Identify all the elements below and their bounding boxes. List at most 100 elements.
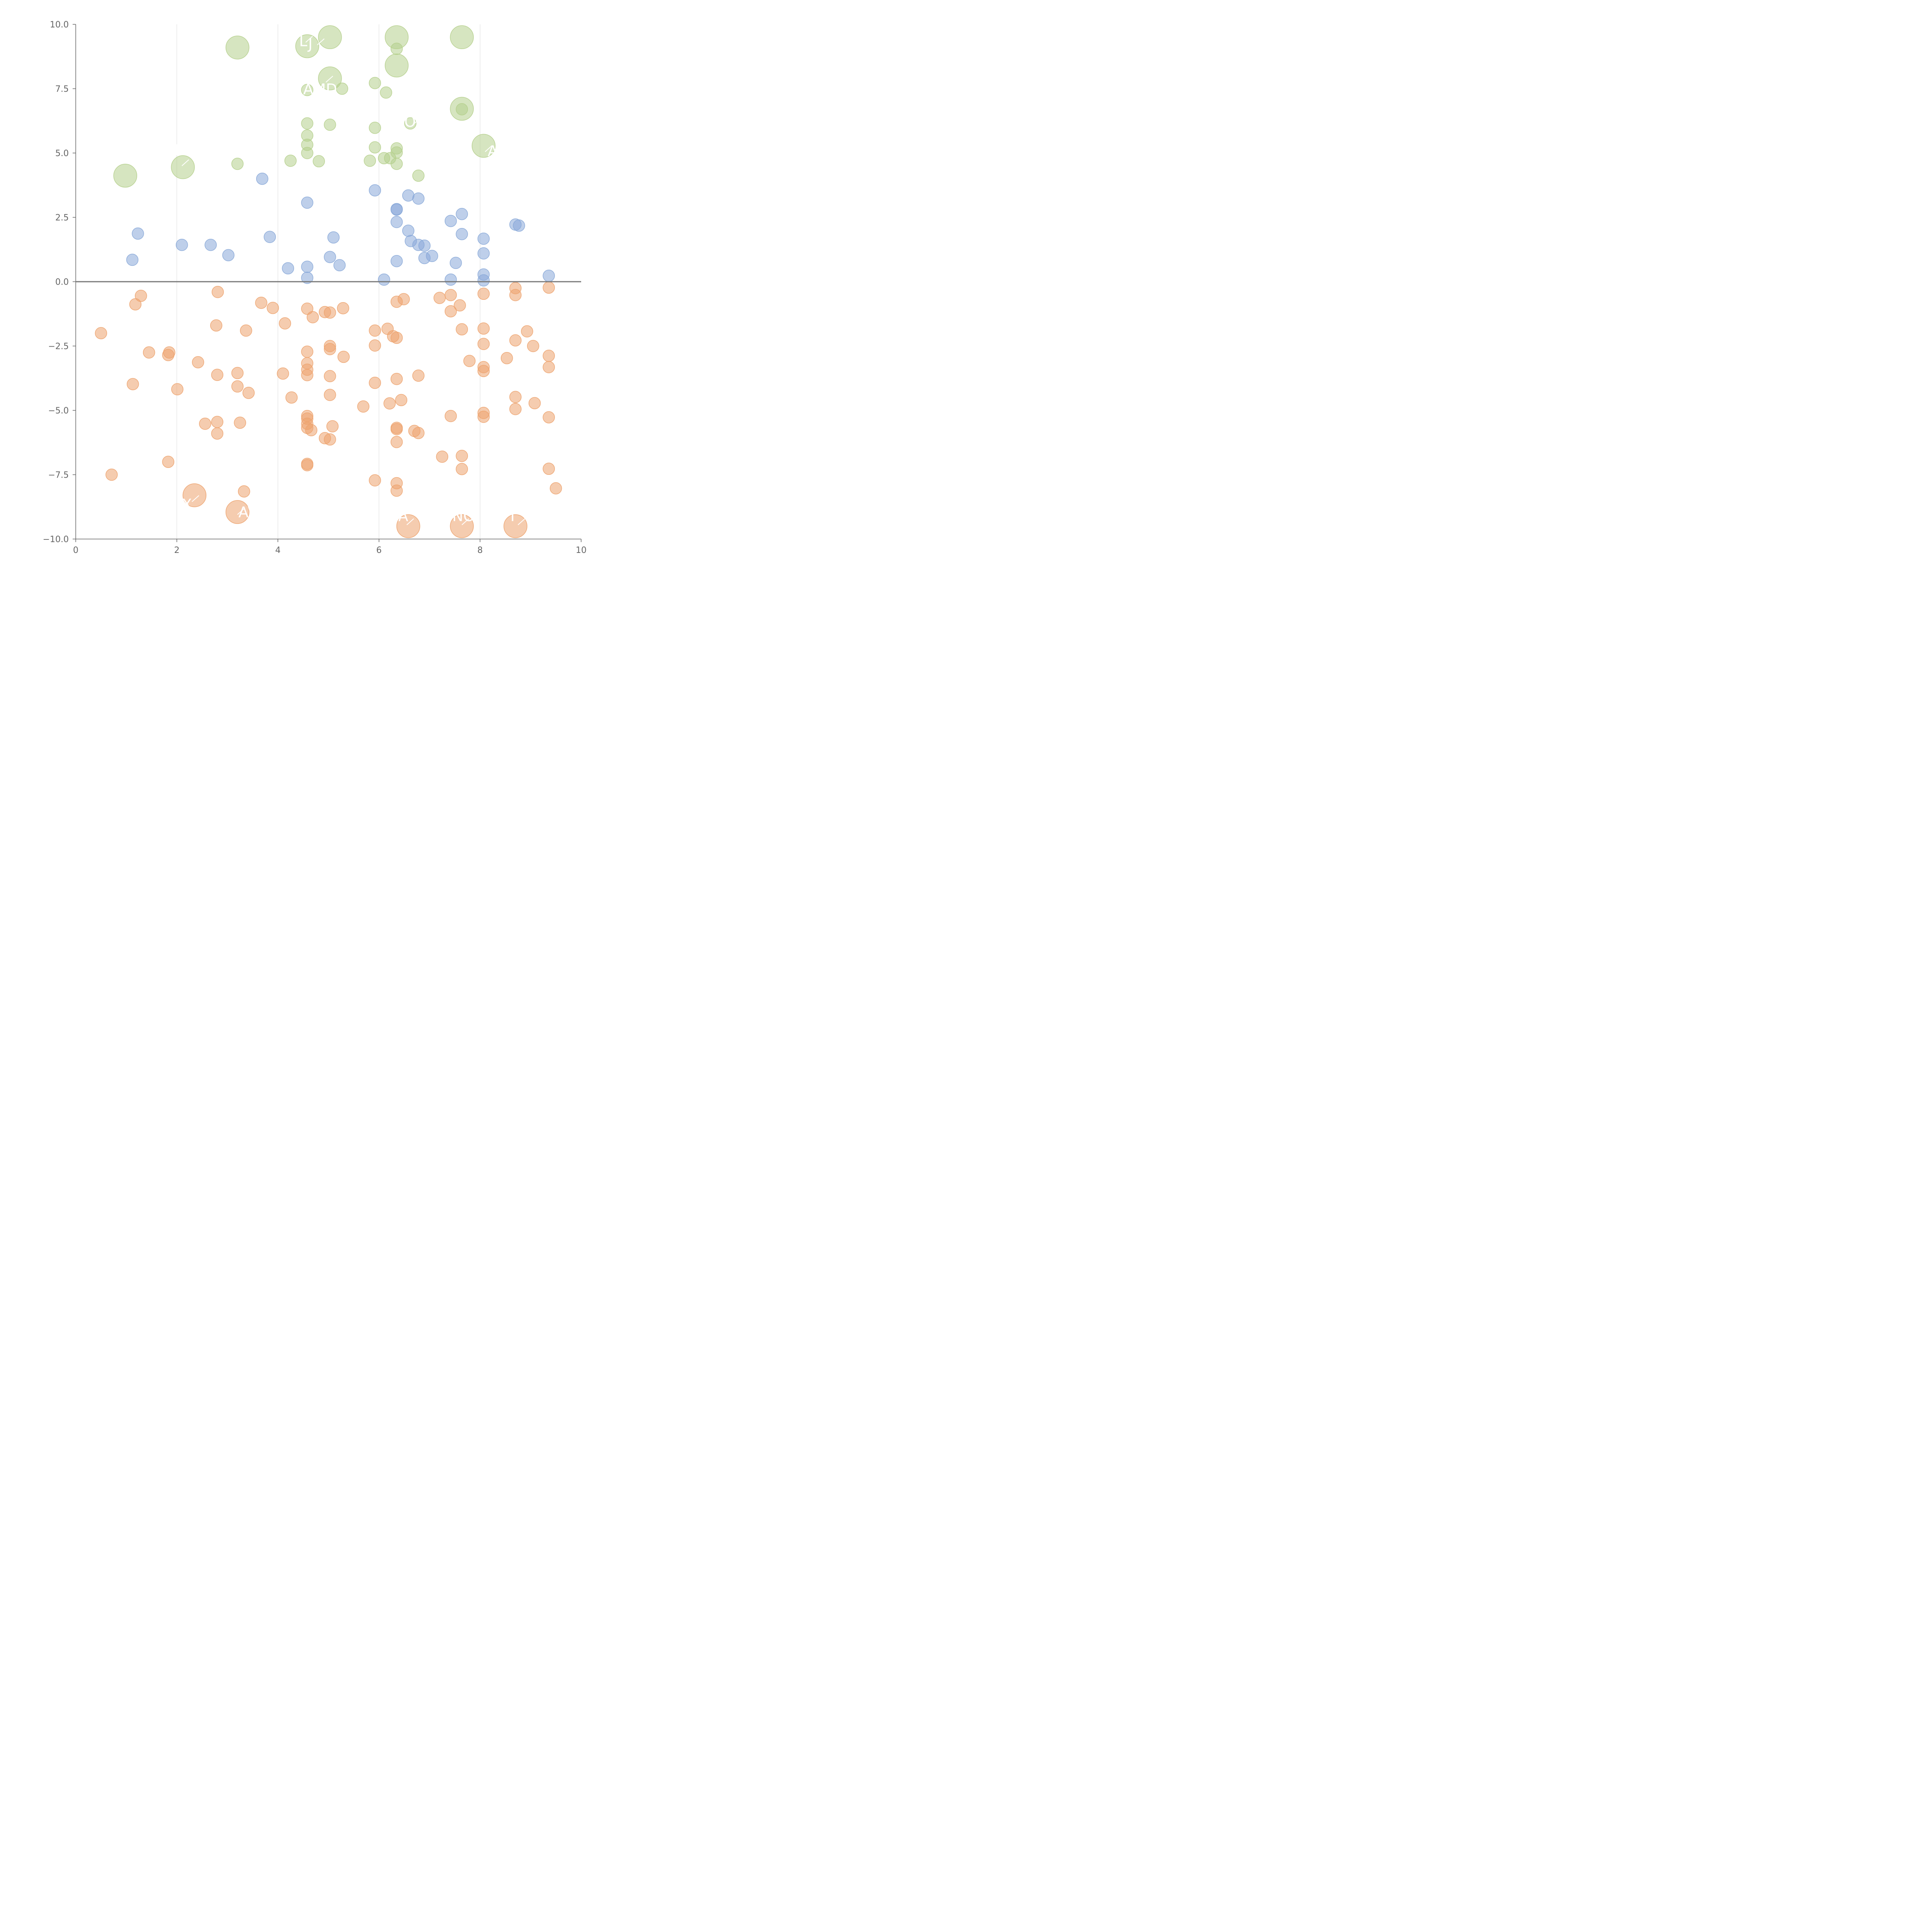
bottom-point <box>277 367 289 380</box>
x-tick-label: 0 <box>73 546 78 555</box>
bottom-point <box>549 482 562 495</box>
top-point <box>301 84 313 96</box>
middle-point <box>390 255 403 267</box>
top-point <box>369 121 381 134</box>
bottom-point <box>477 322 490 335</box>
middle-point <box>390 216 403 228</box>
x-tick-label: 8 <box>477 546 483 555</box>
bottom-point <box>211 286 224 298</box>
bottom-point <box>500 352 513 364</box>
top-point <box>295 34 319 58</box>
y-tick-label: −10.0 <box>43 535 69 544</box>
bottom-point <box>398 293 410 306</box>
bottom-point <box>231 380 244 393</box>
top-point <box>456 103 468 116</box>
middle-point <box>402 189 415 202</box>
middle-point <box>333 259 346 272</box>
middle-point <box>449 257 462 269</box>
bottom-point <box>477 287 490 300</box>
bottom-point <box>162 349 175 361</box>
bottom-point <box>456 463 468 475</box>
y-tick-label: 10.0 <box>50 20 69 30</box>
top-point <box>231 158 244 170</box>
middle-point <box>477 247 490 260</box>
bottom-point <box>105 468 118 481</box>
bottom-point <box>477 338 490 350</box>
bottom-point <box>279 317 291 330</box>
bottom-point <box>127 378 139 390</box>
top-point <box>390 43 403 55</box>
top-point <box>450 25 474 49</box>
top-point <box>369 141 381 154</box>
label-leader-line <box>192 495 199 502</box>
bottom-point <box>390 485 403 497</box>
middle-point <box>456 208 468 220</box>
y-tick-label: −7.5 <box>48 471 69 480</box>
middle-point <box>324 251 336 263</box>
top-point <box>390 158 403 170</box>
bottom-point <box>211 416 223 428</box>
bottom-point <box>143 346 155 359</box>
bottom-point <box>509 403 522 415</box>
bottom-point <box>503 514 527 538</box>
top-point <box>171 155 195 179</box>
point-label: L <box>299 33 307 50</box>
middle-point <box>543 269 555 282</box>
bottom-point <box>444 289 457 301</box>
label-leader-line <box>182 159 189 167</box>
top-point <box>471 134 496 158</box>
bottom-point <box>337 350 350 363</box>
label-leader-line <box>414 117 422 124</box>
middle-point <box>126 253 139 266</box>
y-tick-label: 0.0 <box>55 277 69 287</box>
bottom-point <box>238 485 250 498</box>
top-point <box>318 25 342 49</box>
bottom-point <box>210 319 223 332</box>
x-tick-label: 4 <box>275 546 281 555</box>
x-tick-label: 2 <box>174 546 180 555</box>
bottom-point <box>129 298 142 311</box>
bottom-point <box>324 389 336 401</box>
scatter-chart: L J AMD OC A N X AV VA NO I 0 2 4 6 8 10 10.0 7.5 5.0 2.5 0.… <box>43 20 587 555</box>
top-point <box>324 118 336 131</box>
x-tick-label: 10 <box>576 546 587 555</box>
middle-point <box>256 172 269 185</box>
bottom-point <box>477 365 490 377</box>
y-tick-label: −5.0 <box>48 406 69 416</box>
bottom-point <box>199 417 211 430</box>
bottom-point <box>543 463 555 475</box>
point-labels: L J AMD OC A N X AV VA NO I <box>174 33 526 526</box>
bottom-point <box>95 327 107 339</box>
bottom-point <box>456 450 468 462</box>
bottom-point <box>509 289 522 301</box>
bottom-point <box>444 410 457 422</box>
y-tick-label: −2.5 <box>48 342 69 352</box>
bottom-point <box>324 370 336 383</box>
bottom-point <box>369 474 381 486</box>
bottom-point <box>225 500 250 524</box>
bottom-point <box>456 323 468 335</box>
bottom-point <box>267 302 279 314</box>
bottom-point <box>369 339 381 352</box>
bottom-point <box>301 459 313 471</box>
bottom-point <box>324 433 336 446</box>
point-label: X <box>182 496 192 513</box>
middle-point <box>444 215 457 227</box>
label-leader-line <box>317 38 325 46</box>
point-label: AV <box>238 503 258 520</box>
label-leader-line <box>406 518 414 526</box>
bottom-point <box>306 311 319 323</box>
middle-point <box>418 240 431 252</box>
bottom-point <box>521 325 533 338</box>
middle-point <box>390 203 403 215</box>
top-point <box>369 77 381 89</box>
bottom-point <box>301 369 313 381</box>
point-label: NO <box>452 507 474 524</box>
bottom-point <box>412 369 425 382</box>
bottom-point <box>509 391 522 403</box>
bottom-point <box>171 383 184 396</box>
bottom-point <box>412 427 425 439</box>
bottom-point <box>134 289 147 302</box>
bottom-point <box>434 292 446 304</box>
y-tick-label: 7.5 <box>55 85 69 94</box>
